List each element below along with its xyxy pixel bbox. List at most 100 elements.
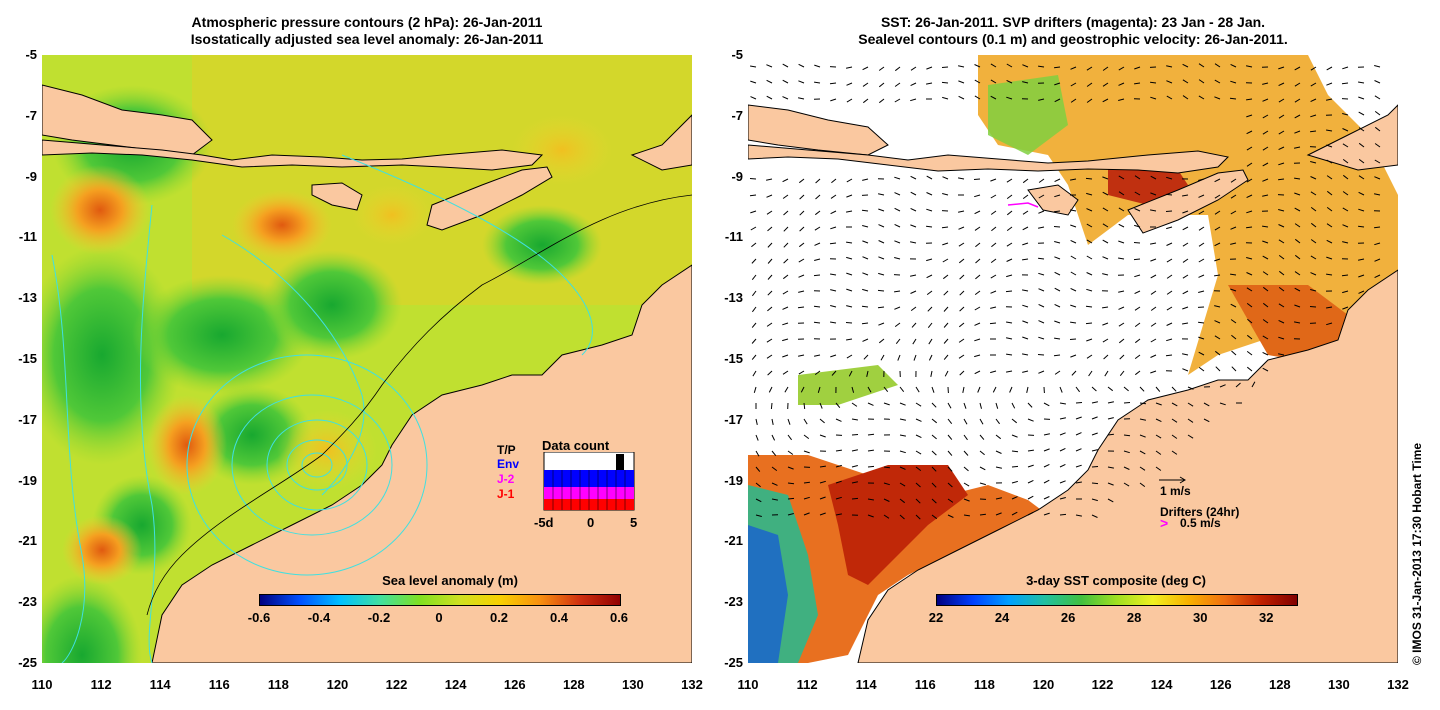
velocity-arrow — [1230, 194, 1237, 199]
right-y-tick: -11 — [724, 229, 743, 245]
velocity-arrow — [1006, 178, 1013, 183]
velocity-arrow — [782, 370, 789, 375]
velocity-arrow — [1246, 146, 1253, 151]
velocity-arrow — [819, 480, 826, 484]
velocity-arrow — [835, 480, 842, 484]
velocity-arrow — [1150, 306, 1157, 311]
velocity-arrow — [819, 496, 826, 500]
velocity-arrow — [1043, 433, 1050, 436]
velocity-arrow — [1278, 98, 1285, 103]
velocity-arrow — [1150, 322, 1157, 327]
velocity-arrow — [1357, 258, 1365, 261]
velocity-arrow — [753, 386, 757, 393]
velocity-arrow — [927, 306, 933, 312]
velocity-arrow — [1104, 370, 1109, 377]
velocity-arrow — [1358, 225, 1365, 228]
velocity-arrow — [814, 226, 821, 231]
velocity-arrow — [1187, 418, 1194, 423]
velocity-arrow — [787, 482, 795, 485]
velocity-arrow — [1102, 306, 1109, 309]
velocity-arrow — [895, 338, 901, 345]
velocity-arrow — [1358, 191, 1365, 196]
velocity-arrow — [1326, 322, 1333, 326]
velocity-arrow — [1102, 207, 1109, 212]
velocity-arrow — [878, 208, 885, 212]
velocity-arrow — [767, 258, 773, 264]
velocity-arrow — [1086, 239, 1093, 244]
velocity-arrow — [1054, 178, 1061, 183]
sst-colorbar-tick: 22 — [928, 610, 944, 625]
velocity-arrow — [798, 290, 805, 293]
velocity-arrow — [1054, 271, 1061, 276]
velocity-arrow — [830, 210, 837, 215]
velocity-arrow — [1155, 418, 1162, 423]
velocity-arrow — [883, 498, 890, 502]
velocity-arrow — [830, 226, 837, 230]
velocity-arrow — [750, 80, 757, 84]
velocity-arrow — [1006, 194, 1013, 200]
data-count-chart — [543, 452, 635, 511]
right-x-tick: 126 — [1209, 677, 1232, 692]
velocity-arrow — [883, 514, 890, 519]
velocity-arrow — [1070, 224, 1077, 228]
velocity-arrow — [1294, 223, 1301, 228]
velocity-arrow — [883, 402, 890, 406]
velocity-arrow — [915, 434, 922, 439]
velocity-arrow — [1006, 321, 1013, 324]
velocity-arrow — [1134, 370, 1141, 376]
velocity-arrow — [1118, 175, 1125, 180]
velocity-arrow — [1150, 338, 1157, 343]
velocity-arrow — [1245, 65, 1253, 68]
velocity-arrow — [1262, 335, 1269, 340]
velocity-arrow — [767, 242, 773, 248]
right-x-tick: 116 — [914, 677, 936, 692]
velocity-arrow — [1246, 162, 1253, 167]
velocity-arrow — [813, 321, 821, 324]
velocity-arrow — [1102, 176, 1109, 180]
velocity-arrow — [1187, 386, 1194, 390]
velocity-arrow — [1086, 82, 1093, 87]
velocity-arrow — [979, 434, 985, 440]
left-x-tick: 130 — [622, 677, 644, 692]
velocity-arrow — [1310, 289, 1317, 292]
velocity-arrow — [1373, 193, 1381, 196]
velocity-arrow — [862, 82, 869, 87]
velocity-arrow — [1214, 194, 1221, 199]
velocity-arrow — [910, 241, 917, 244]
velocity-arrow — [899, 482, 906, 487]
velocity-arrow — [1374, 111, 1381, 116]
velocity-arrow — [894, 192, 901, 196]
velocity-arrow — [979, 466, 986, 471]
velocity-arrow — [991, 242, 997, 248]
velocity-arrow — [878, 66, 885, 71]
velocity-arrow — [1054, 256, 1061, 260]
velocity-arrow — [787, 434, 792, 441]
velocity-arrow — [915, 450, 922, 455]
velocity-arrow — [1166, 306, 1173, 311]
velocity-arrow — [1119, 354, 1125, 360]
velocity-arrow — [1165, 210, 1173, 212]
left-y-tick: -23 — [18, 594, 37, 610]
velocity-arrow — [862, 98, 869, 104]
velocity-arrow — [1150, 192, 1157, 196]
velocity-arrow — [851, 386, 855, 393]
velocity-arrow — [819, 402, 823, 409]
velocity-arrow — [787, 466, 794, 470]
velocity-arrow — [1022, 242, 1029, 246]
data-count-tick-neg5: -5d — [534, 515, 554, 530]
velocity-arrow — [755, 434, 759, 441]
right-x-tick: 118 — [973, 677, 995, 692]
velocity-arrow — [959, 370, 965, 376]
left-x-tick: 116 — [208, 677, 230, 692]
velocity-arrow — [963, 514, 970, 517]
velocity-arrow — [782, 79, 789, 84]
velocity-arrow — [1091, 498, 1098, 502]
velocity-arrow — [915, 402, 922, 407]
velocity-arrow — [1134, 191, 1141, 196]
velocity-arrow — [767, 274, 773, 280]
right-title-line2: Sealevel contours (0.1 m) and geostrophi… — [858, 31, 1288, 47]
velocity-arrow — [1022, 336, 1029, 340]
velocity-arrow — [803, 434, 810, 440]
sla-colorbar-tick: -0.2 — [367, 610, 391, 625]
velocity-arrow — [979, 418, 984, 425]
